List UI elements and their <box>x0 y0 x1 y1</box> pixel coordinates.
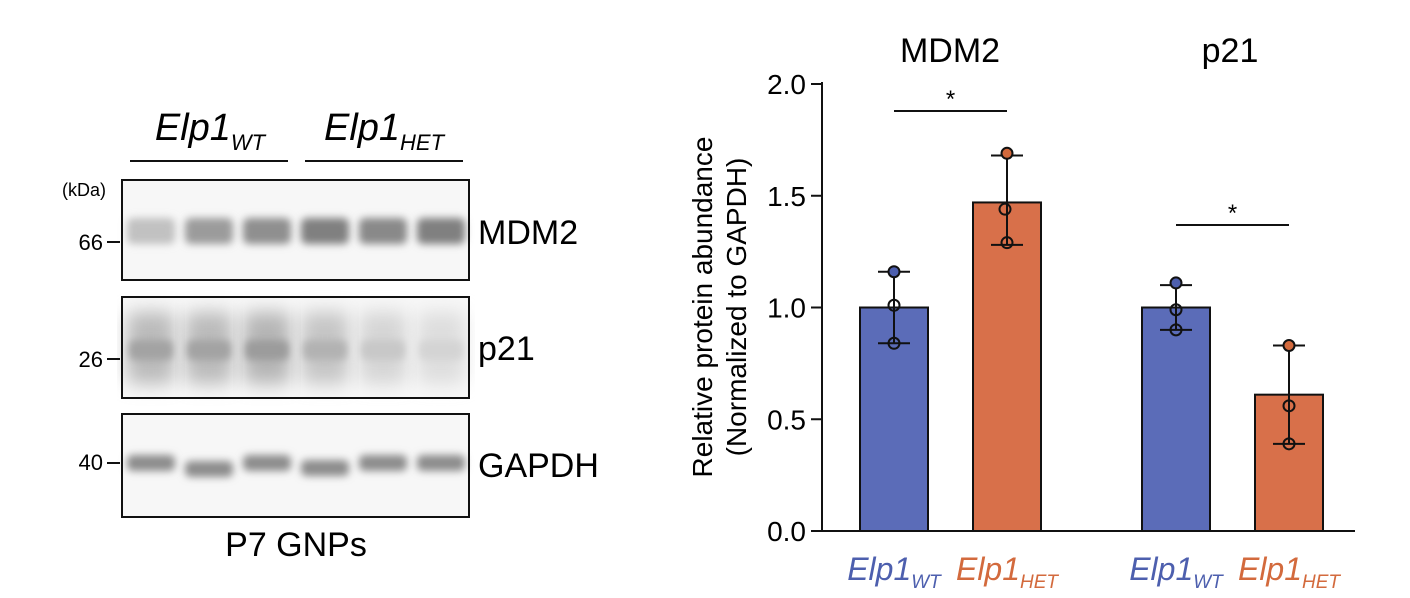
data-point <box>1282 338 1296 352</box>
data-point <box>1000 146 1014 160</box>
blot-band <box>417 455 465 471</box>
blot-band <box>245 340 289 360</box>
y-axis-ticks: 0.0 0.5 1.0 1.5 2.0 <box>767 69 822 547</box>
blot-protein-mdm2: MDM2 <box>478 214 578 252</box>
data-point <box>1282 399 1296 413</box>
blot-caption: P7 GNPs <box>225 526 367 564</box>
y-tick-label: 0.0 <box>767 516 806 547</box>
y-tick-label: 0.5 <box>767 404 806 435</box>
y-axis-label-line2: (Normalized to GAPDH) <box>721 158 752 457</box>
blot-kda-26: 26 <box>79 347 103 372</box>
data-point <box>1169 303 1183 317</box>
y-axis-label-line1: Relative protein abundance <box>687 137 718 478</box>
bar-chart: Relative protein abundance (Normalized t… <box>687 32 1355 593</box>
x-label-mdm2-wt: Elp1WT <box>847 551 942 593</box>
data-point <box>1169 323 1183 337</box>
blot-kda-40: 40 <box>79 450 103 475</box>
x-label-p21-het: Elp1HET <box>1238 551 1341 593</box>
bar-mdm2-wt <box>859 306 929 532</box>
blot-band <box>185 461 233 477</box>
y-tick-label: 1.0 <box>767 293 806 324</box>
blot-group-label-het: Elp1HET <box>324 107 446 155</box>
data-point <box>1282 437 1296 451</box>
data-point <box>887 336 901 350</box>
blot-panel-gapdh: 40 GAPDH <box>79 413 599 518</box>
bars <box>859 146 1324 533</box>
blot-group-sub-wt: WT <box>231 130 267 155</box>
blot-band <box>301 460 349 476</box>
blot-bands-p21 <box>127 312 465 384</box>
significance-star-mdm2: * <box>946 86 955 113</box>
blot-bands-mdm2 <box>127 218 465 244</box>
blot-group-label-wt: Elp1WT <box>155 107 267 155</box>
blot-band <box>187 340 231 360</box>
blot-band <box>417 218 465 244</box>
blot-band <box>361 340 405 360</box>
y-tick-label: 2.0 <box>767 69 806 100</box>
data-point <box>887 298 901 312</box>
blot-kda-66: 66 <box>79 230 103 255</box>
y-tick-label: 1.5 <box>767 181 806 212</box>
x-label-p21-wt: Elp1WT <box>1129 551 1224 593</box>
blot-bands-gapdh <box>127 455 465 477</box>
blot-panel-mdm2: 66 MDM2 <box>79 179 578 281</box>
blot-band <box>419 340 463 360</box>
blot-band <box>127 455 175 471</box>
group-title-mdm2: MDM2 <box>900 32 1000 70</box>
blot-band <box>243 218 291 244</box>
data-point <box>1000 236 1014 250</box>
bar-mdm2-het <box>972 201 1042 533</box>
blot-band <box>359 455 407 471</box>
data-point <box>1169 276 1183 290</box>
significance-markers: ** <box>894 86 1289 227</box>
blot-band <box>303 340 347 360</box>
bar-p21-wt <box>1141 306 1211 532</box>
group-title-p21: p21 <box>1202 32 1259 70</box>
blot-protein-p21: p21 <box>478 330 535 368</box>
blot-band <box>301 218 349 244</box>
blot-band <box>129 340 173 360</box>
x-label-mdm2-het: Elp1HET <box>956 551 1059 593</box>
blot-group-sub-het: HET <box>400 130 446 155</box>
blot-band <box>359 218 407 244</box>
western-blot: Elp1WT Elp1HET (kDa) 66 MDM2 26 p21 <box>62 107 599 564</box>
x-axis-labels: Elp1WT Elp1HET Elp1WT Elp1HET <box>847 551 1341 593</box>
significance-star-p21: * <box>1228 200 1237 227</box>
blot-band <box>243 455 291 471</box>
blot-group-main-het: Elp1 <box>324 107 400 149</box>
blot-protein-gapdh: GAPDH <box>478 447 599 485</box>
blot-band <box>127 218 175 244</box>
blot-panel-p21: 26 p21 <box>79 296 535 399</box>
blot-band <box>185 218 233 244</box>
data-point <box>887 265 901 279</box>
kda-unit-label: (kDa) <box>62 180 106 200</box>
blot-group-main-wt: Elp1 <box>155 107 231 149</box>
data-point <box>998 202 1012 216</box>
